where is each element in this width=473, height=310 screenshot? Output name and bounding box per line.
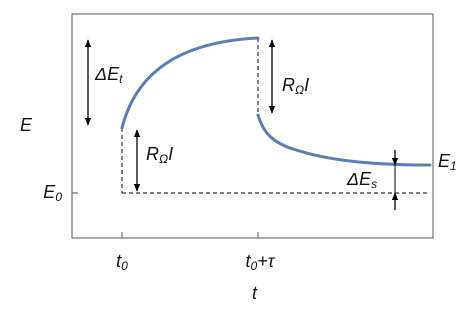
label-base: R [146, 144, 159, 164]
label-tail: I [168, 144, 173, 164]
label-sub: t [119, 72, 123, 86]
annotation: ΔEs [346, 169, 377, 191]
annotation: RΩI [282, 75, 309, 97]
guide-lines [121, 38, 430, 194]
x-axis-label: t [252, 283, 258, 303]
annotation: E1 [438, 151, 457, 173]
label-sub: Ω [295, 83, 304, 97]
label-sub: Ω [159, 152, 168, 166]
arrows [84, 39, 399, 210]
plot-frame [71, 13, 434, 239]
label-sub: 0 [121, 259, 128, 273]
label-base: E [438, 151, 451, 171]
label-base: t [116, 251, 122, 271]
label-base: ΔE [94, 64, 120, 84]
x-tick-label: t0+τ [246, 251, 276, 273]
annotation: ΔEt [94, 64, 123, 86]
label-base: E [43, 182, 56, 202]
label-base: ΔE [346, 169, 372, 189]
y-axis-label: E [20, 115, 33, 135]
label-sub: 0 [251, 259, 258, 273]
label-tail: I [304, 75, 309, 95]
annotation: RΩI [146, 144, 173, 166]
label-tail: +τ [257, 251, 276, 271]
label-sub: 0 [55, 190, 62, 204]
y-tick-label: E0 [43, 182, 62, 204]
tick-marks [72, 192, 259, 238]
label-base: R [282, 75, 295, 95]
label-base: t [246, 251, 252, 271]
label-sub: s [371, 177, 377, 191]
x-tick-label: t0 [116, 251, 128, 273]
label-sub: 1 [450, 159, 457, 173]
